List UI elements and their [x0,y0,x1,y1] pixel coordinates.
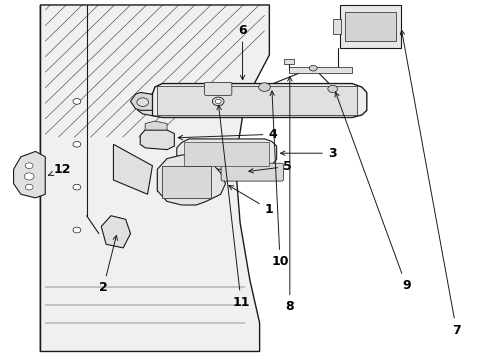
Polygon shape [157,155,225,205]
Text: 5: 5 [249,160,292,173]
Text: 3: 3 [281,147,337,160]
Polygon shape [101,216,130,248]
Polygon shape [340,5,401,48]
Text: 2: 2 [99,235,118,294]
Circle shape [73,99,81,104]
Circle shape [328,85,338,93]
Text: 11: 11 [217,105,250,309]
Circle shape [137,98,148,107]
Polygon shape [333,19,342,33]
Text: 1: 1 [229,185,273,216]
Text: 10: 10 [270,91,289,268]
FancyBboxPatch shape [204,82,232,95]
Polygon shape [223,164,282,180]
Circle shape [73,141,81,147]
Circle shape [25,184,33,190]
Polygon shape [138,96,152,116]
Circle shape [24,173,34,180]
Polygon shape [152,84,367,117]
Circle shape [73,184,81,190]
Polygon shape [177,139,277,169]
Polygon shape [145,121,167,130]
Text: 4: 4 [178,128,277,141]
Circle shape [309,65,317,71]
Polygon shape [289,67,352,73]
Polygon shape [157,86,357,114]
Polygon shape [130,93,152,111]
Text: 7: 7 [400,30,461,337]
Polygon shape [162,166,211,198]
Polygon shape [14,152,45,198]
Circle shape [215,99,221,104]
Text: 9: 9 [335,92,411,292]
Circle shape [212,97,224,106]
Polygon shape [345,12,396,41]
Circle shape [73,227,81,233]
FancyBboxPatch shape [221,163,284,181]
Polygon shape [184,143,270,166]
Text: 8: 8 [286,77,294,313]
Text: 6: 6 [238,23,247,80]
Text: 12: 12 [49,163,72,176]
Polygon shape [284,59,294,64]
Polygon shape [140,130,174,150]
Polygon shape [40,5,270,351]
Circle shape [25,163,33,168]
Polygon shape [114,144,152,194]
Circle shape [259,83,270,91]
Polygon shape [157,173,211,191]
